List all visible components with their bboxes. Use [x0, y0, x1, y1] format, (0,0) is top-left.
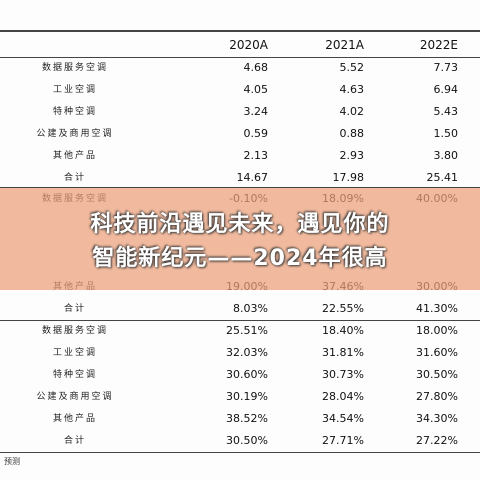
cell-value: 3.24	[243, 105, 269, 118]
cell-value: 18.40%	[322, 324, 364, 337]
cell-value: 25.51%	[226, 324, 268, 337]
cell-value: 18.00%	[416, 324, 458, 337]
row-label: 工业空调	[52, 85, 97, 95]
cell-value: 22.55%	[322, 302, 364, 315]
cell-value: 27.71%	[322, 434, 364, 447]
column-header: 2021A	[325, 38, 364, 52]
cell-value: 27.80%	[416, 390, 458, 403]
cell-value: 2.93	[339, 149, 365, 162]
row-label: 工业空调	[52, 348, 97, 358]
cell-value: 2.13	[243, 149, 269, 162]
cell-value: 30.60%	[226, 368, 268, 381]
cell-value: 3.80	[433, 149, 459, 162]
table-top-rule	[0, 30, 480, 32]
cell-value: 41.30%	[416, 302, 458, 315]
column-header: 2020A	[229, 38, 268, 52]
banner-line: 科技前沿遇见未来，遇见你的	[90, 212, 390, 237]
cell-value: 31.60%	[416, 346, 458, 359]
cell-value: 28.04%	[322, 390, 364, 403]
banner-line: 智能新纪元——2024年很高	[92, 246, 388, 271]
row-label: 公建及商用空调	[36, 392, 114, 402]
cell-value: 0.88	[339, 127, 365, 140]
section-rule	[0, 187, 480, 188]
cell-value: 4.68	[243, 61, 269, 74]
cell-value: 5.52	[339, 61, 365, 74]
cell-value: 27.22%	[416, 434, 458, 447]
footnote: 预测	[4, 457, 20, 466]
row-label: 其他产品	[52, 414, 97, 424]
cell-value: 25.41	[426, 171, 459, 184]
cell-value: 4.02	[339, 105, 365, 118]
row-label: 合计	[63, 436, 86, 446]
column-header: 2022E	[419, 38, 458, 52]
cell-value: 0.59	[243, 127, 269, 140]
cell-value: 17.98	[332, 171, 365, 184]
cell-value: 34.54%	[322, 412, 364, 425]
cell-value: 38.52%	[226, 412, 268, 425]
cell-value: 30.50%	[416, 368, 458, 381]
row-label: 其他产品	[52, 151, 97, 161]
cell-value: 34.30%	[416, 412, 458, 425]
overlay-banner: 科技前沿遇见未来，遇见你的 智能新纪元——2024年很高	[0, 188, 480, 290]
row-label: 数据服务空调	[41, 326, 108, 336]
cell-value: 8.03%	[233, 302, 268, 315]
section-rule	[0, 320, 480, 321]
row-label: 特种空调	[52, 107, 97, 117]
cell-value: 30.50%	[226, 434, 268, 447]
header-rule	[0, 57, 480, 58]
cell-value: 14.67	[236, 171, 269, 184]
cell-value: 6.94	[433, 83, 459, 96]
row-label: 合计	[63, 173, 86, 183]
cell-value: 4.63	[339, 83, 365, 96]
cell-value: 4.05	[243, 83, 269, 96]
row-label: 特种空调	[52, 370, 97, 380]
row-label: 公建及商用空调	[36, 129, 114, 139]
cell-value: 1.50	[433, 127, 459, 140]
row-label: 合计	[63, 304, 86, 314]
cell-value: 30.19%	[226, 390, 268, 403]
cell-value: 7.73	[433, 61, 459, 74]
row-label: 数据服务空调	[41, 63, 108, 73]
cell-value: 5.43	[433, 105, 459, 118]
table-bottom-rule	[0, 452, 480, 453]
cell-value: 31.81%	[322, 346, 364, 359]
cell-value: 30.73%	[322, 368, 364, 381]
cell-value: 32.03%	[226, 346, 268, 359]
